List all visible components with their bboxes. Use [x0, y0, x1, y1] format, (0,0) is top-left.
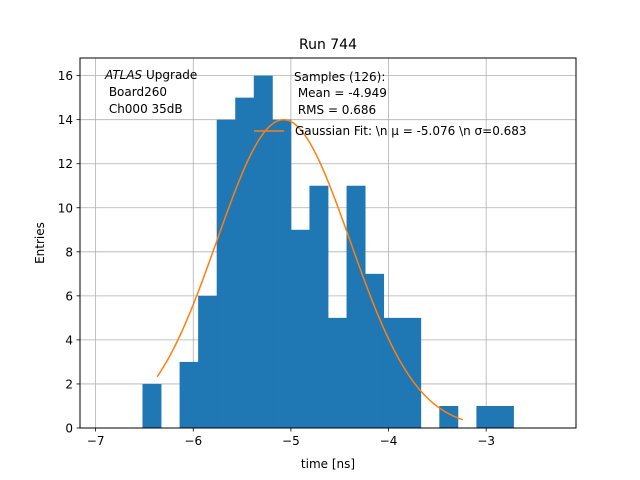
x-tick-label: −7 [87, 434, 105, 448]
atlas-channel: Ch000 35dB [105, 102, 183, 116]
legend-rms: RMS = 0.686 [294, 103, 376, 117]
atlas-board: Board260 [105, 85, 167, 99]
histogram-bar [476, 405, 496, 428]
histogram-bar [179, 361, 199, 428]
histogram-bar [402, 317, 422, 428]
legend-fit-label: Gaussian Fit: \n μ = -5.076 \n σ=0.683 [295, 124, 527, 138]
y-tick-label: 10 [58, 201, 73, 215]
x-axis-label: time [ns] [301, 457, 355, 471]
histogram-bar [309, 185, 329, 428]
y-tick-label: 6 [65, 289, 73, 303]
atlas-label: ATLAS Upgrade [104, 68, 197, 82]
histogram-bar [216, 119, 236, 429]
y-tick-label: 14 [58, 113, 73, 127]
y-tick-label: 2 [65, 377, 73, 391]
histogram-bar [494, 405, 514, 428]
histogram-bar [235, 97, 255, 429]
histogram-bar [272, 119, 292, 429]
histogram-bars [142, 75, 514, 429]
y-tick-label: 8 [65, 245, 73, 259]
y-axis-ticks: 0 2 4 6 8 10 12 14 16 [58, 69, 80, 436]
histogram-bar [198, 295, 218, 428]
atlas-experiment: ATLAS [104, 68, 143, 82]
histogram-bar [290, 229, 310, 428]
histogram-bar [346, 185, 366, 428]
plot-frame [79, 57, 577, 429]
gaussian-fit-curve [156, 118, 463, 421]
histogram-bar [383, 317, 403, 428]
x-tick-label: −6 [184, 434, 202, 448]
histogram-bar [328, 317, 347, 428]
x-tick-label: −5 [282, 434, 300, 448]
y-tick-label: 12 [58, 157, 73, 171]
y-tick-label: 0 [65, 422, 73, 436]
histogram-bar [365, 273, 385, 428]
chart-title: Run 744 [299, 37, 357, 53]
x-tick-label: −3 [477, 434, 495, 448]
legend-samples: Samples (126): [294, 70, 385, 84]
atlas-suffix: Upgrade [142, 68, 197, 82]
y-axis-label: Entries [33, 222, 47, 264]
x-tick-label: −4 [380, 434, 398, 448]
legend-mean: Mean = -4.949 [294, 86, 387, 100]
histogram-bar [142, 383, 162, 428]
gaussian-fit [156, 118, 463, 421]
y-tick-label: 16 [58, 69, 73, 83]
histogram-bar [253, 75, 273, 428]
x-axis-ticks: −7 −6 −5 −4 −3 [87, 428, 495, 448]
y-tick-label: 4 [65, 333, 73, 347]
